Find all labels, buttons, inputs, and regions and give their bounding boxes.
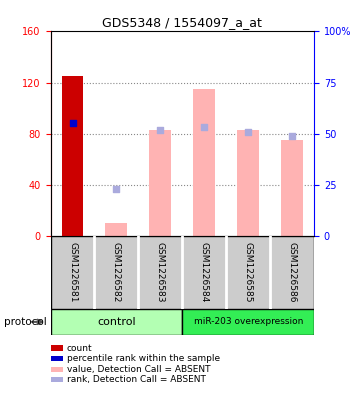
Bar [193,89,215,236]
Bar [149,130,171,236]
Text: GSM1226581: GSM1226581 [68,242,77,302]
Text: GSM1226583: GSM1226583 [156,242,165,302]
Bar [281,140,303,236]
Text: percentile rank within the sample: percentile rank within the sample [67,354,220,363]
Point [289,132,295,139]
Text: GSM1226584: GSM1226584 [200,242,209,302]
Text: control: control [97,317,136,327]
Point [245,129,251,135]
Point [113,185,119,192]
Text: GSM1226586: GSM1226586 [288,242,297,302]
Bar [237,130,259,236]
Point [201,124,207,130]
Point [157,127,163,133]
Text: GSM1226582: GSM1226582 [112,242,121,302]
Text: miR-203 overexpression: miR-203 overexpression [193,318,303,326]
Text: rank, Detection Call = ABSENT: rank, Detection Call = ABSENT [67,375,206,384]
Text: value, Detection Call = ABSENT: value, Detection Call = ABSENT [67,365,210,374]
Text: protocol: protocol [4,317,46,327]
Point [70,120,75,127]
Bar [105,223,127,236]
Text: GSM1226585: GSM1226585 [244,242,253,302]
Bar [182,309,314,335]
Bar [61,76,83,236]
Bar [51,309,182,335]
Title: GDS5348 / 1554097_a_at: GDS5348 / 1554097_a_at [103,16,262,29]
Text: count: count [67,343,92,353]
